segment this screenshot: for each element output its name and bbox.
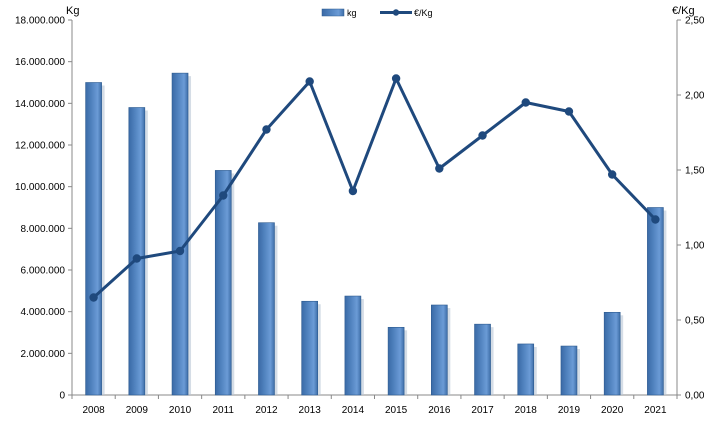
line-point [607,170,617,179]
bar [171,72,189,396]
left-tick-label: 8.000.000 [21,224,66,235]
bar [387,326,405,396]
bar [214,170,232,396]
right-axis-title: €/Kg [672,5,695,17]
left-tick-label: 2.000.000 [21,349,66,360]
x-tick-label: 2010 [169,405,192,416]
legend: kg €/Kg [321,8,433,18]
x-axis: 2008 2009 2010 2011 2012 2013 2014 2015 2016 2017… [71,394,678,416]
bar [474,323,491,396]
left-tick-label: 18.000.000 [15,16,65,27]
bar [560,345,578,396]
line-series [89,74,660,302]
x-tick-label: 2021 [644,405,667,416]
bar [301,300,318,396]
bar [517,343,535,396]
right-tick-label: 2,00 [685,91,705,102]
right-tick-label: 0,00 [685,391,705,402]
left-tick-label: 4.000.000 [21,307,66,318]
x-tick-label: 2015 [385,405,408,416]
bar [344,295,362,396]
right-axis: 0,00 0,50 1,00 1,50 2,00 2,50€/Kg [672,5,705,402]
left-tick-label: 12.000.000 [15,141,65,152]
x-tick-label: 2009 [126,405,149,416]
x-tick-label: 2008 [82,405,105,416]
left-tick-label: 10.000.000 [15,182,65,193]
right-tick-label: 1,50 [685,166,705,177]
line-point [175,246,185,256]
line-point [478,131,487,140]
legend-line-label: €/Kg [414,8,433,18]
left-tick-label: 6.000.000 [21,266,66,277]
bar-series [85,72,667,396]
x-tick-label: 2011 [212,405,234,416]
left-axis-title: Kg [66,5,79,17]
right-tick-label: 2,50 [685,16,705,27]
line-point [132,254,142,263]
left-axis: 0 2.000.000 4.000.000 6.000.000 8.000.000 10.… [15,5,80,402]
line-point [521,98,530,107]
line-point [651,215,660,224]
x-tick-label: 2013 [299,405,322,416]
bar [85,82,102,396]
legend-bar-label: kg [347,8,357,18]
bar [431,304,448,396]
x-tick-label: 2020 [601,405,624,416]
x-tick-label: 2017 [471,405,494,416]
bar [603,311,621,396]
x-tick-label: 2016 [428,405,451,416]
line-point [435,164,444,173]
x-tick-label: 2018 [515,405,538,416]
bar [128,107,146,396]
bar [258,222,275,396]
line-point [89,293,98,302]
x-tick-label: 2019 [558,405,581,416]
line-point [262,125,271,134]
price-line [92,77,657,299]
line-point [391,74,401,83]
bar [647,207,664,396]
legend-line-marker [392,9,400,16]
line-point [305,77,314,86]
line-point [219,191,228,200]
left-tick-label: 16.000.000 [15,57,65,68]
line-point [564,107,574,116]
x-tick-label: 2012 [255,405,278,416]
x-tick-label: 2014 [342,405,365,416]
legend-bar-swatch [321,8,345,17]
left-tick-label: 14.000.000 [15,99,65,110]
line-point [348,186,358,196]
right-tick-label: 1,00 [685,241,705,252]
left-tick-label: 0 [59,391,65,402]
right-tick-label: 0,50 [685,316,705,327]
